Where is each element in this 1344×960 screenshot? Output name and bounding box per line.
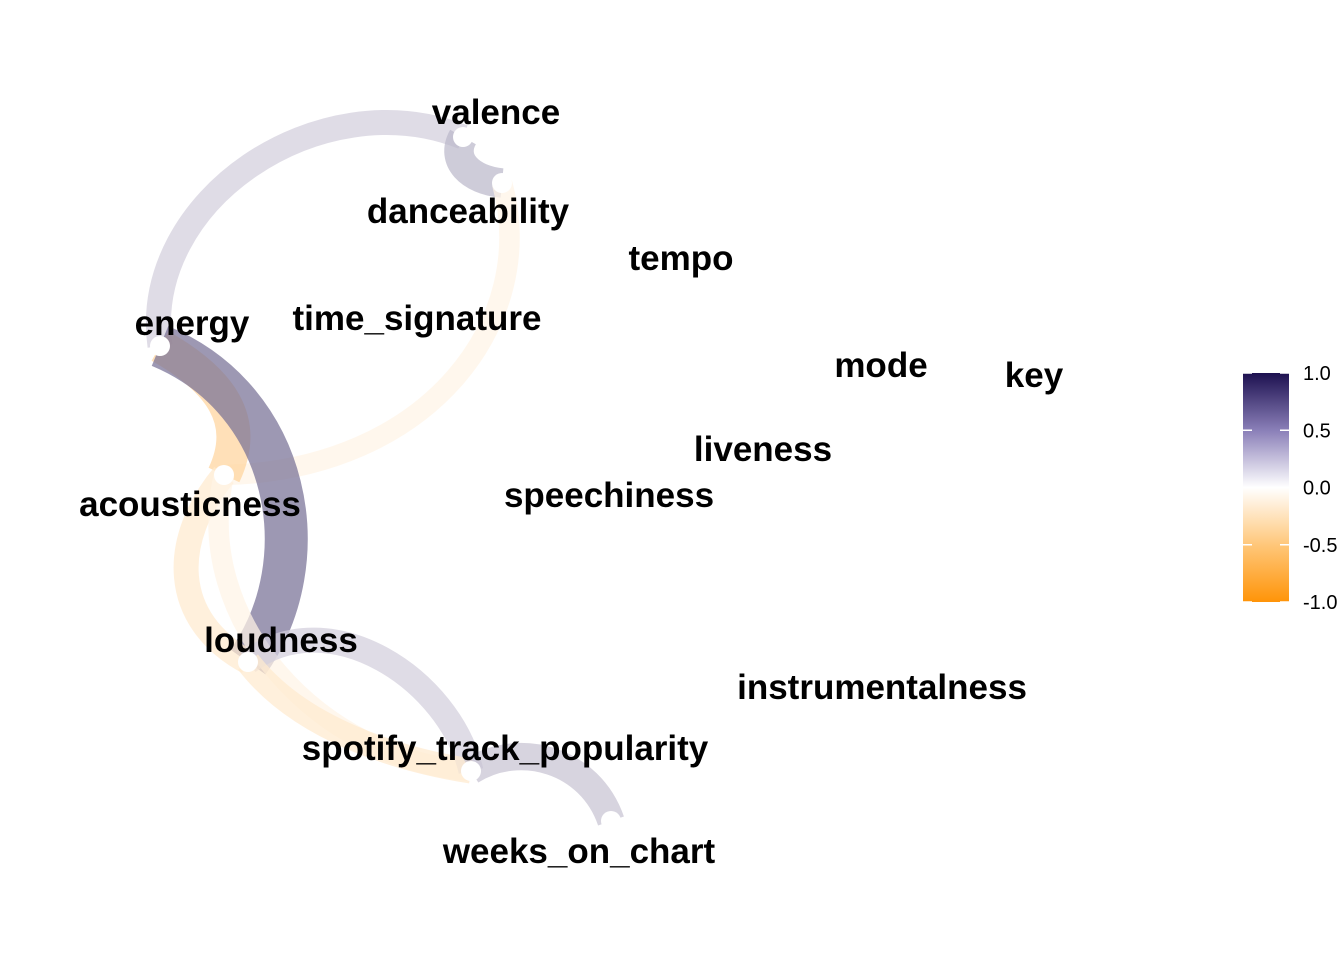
node-label-energy: energy bbox=[135, 304, 250, 343]
legend-tick-label: -1.0 bbox=[1303, 592, 1337, 614]
legend-tick-label: 1.0 bbox=[1303, 363, 1331, 385]
node-point-weeks_on_chart bbox=[601, 811, 621, 831]
legend-tick-label: -0.5 bbox=[1303, 535, 1337, 557]
node-label-key: key bbox=[1005, 356, 1064, 395]
legend-tick-label: 0.5 bbox=[1303, 420, 1331, 442]
node-label-tempo: tempo bbox=[629, 239, 734, 278]
node-label-spotify_track_popularity: spotify_track_popularity bbox=[302, 729, 709, 768]
node-point-acousticness bbox=[214, 465, 234, 485]
node-label-weeks_on_chart: weeks_on_chart bbox=[442, 832, 716, 871]
node-label-time_signature: time_signature bbox=[293, 299, 542, 338]
node-label-danceability: danceability bbox=[367, 192, 570, 231]
node-label-acousticness: acousticness bbox=[79, 485, 301, 524]
color-legend: 1.0 0.5 0.0 -0.5 -1.0 bbox=[1243, 363, 1337, 614]
legend-tick-label: 0.0 bbox=[1303, 478, 1331, 500]
node-label-liveness: liveness bbox=[694, 430, 832, 469]
node-label-speechiness: speechiness bbox=[504, 476, 714, 515]
node-label-mode: mode bbox=[834, 346, 927, 385]
node-label-instrumentalness: instrumentalness bbox=[737, 668, 1027, 707]
node-label-valence: valence bbox=[432, 93, 560, 132]
node-label-loudness: loudness bbox=[204, 621, 358, 660]
node-point-danceability bbox=[492, 173, 512, 193]
